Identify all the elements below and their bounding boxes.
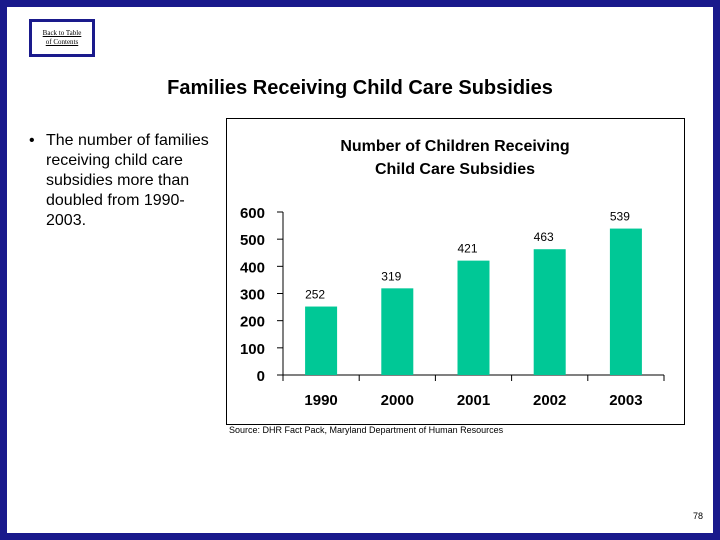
x-tick-label-2002: 2002 <box>533 392 566 409</box>
slide: Back to Table of Contents Families Recei… <box>7 7 713 533</box>
x-tick-label-1990: 1990 <box>304 392 337 409</box>
chart-container: Number of Children Receiving Child Care … <box>226 118 685 425</box>
data-label-2002: 463 <box>534 230 554 244</box>
data-label-2001: 421 <box>457 242 477 256</box>
bar-2001 <box>457 260 490 375</box>
chart-title-line1: Number of Children Receiving <box>340 138 569 155</box>
source-note: Source: DHR Fact Pack, Maryland Departme… <box>229 425 504 435</box>
plot-area: 0 100 200 300 400 500 600 252 1990 319 2000 421 2001… <box>240 205 665 409</box>
data-label-2003: 539 <box>610 210 630 224</box>
bar-chart: Number of Children Receiving Child Care … <box>240 138 665 409</box>
bullet-point: • The number of families receiving child… <box>29 131 219 231</box>
x-tick-label-2003: 2003 <box>609 392 642 409</box>
bar-1990 <box>305 306 338 375</box>
x-tick-label-2000: 2000 <box>381 392 414 409</box>
bar-2002 <box>533 249 566 375</box>
page-number: 78 <box>692 511 703 521</box>
chart-title-line2: Child Care Subsidies <box>375 161 535 178</box>
x-tick-label-2001: 2001 <box>457 392 490 409</box>
bullet-text: The number of families receiving child c… <box>46 132 209 229</box>
y-tick-label: 300 <box>240 287 265 304</box>
data-label-1990: 252 <box>305 288 325 302</box>
y-tick-label: 400 <box>240 259 265 276</box>
bar-2000 <box>381 288 414 375</box>
back-link-line2: of Contents <box>45 38 79 46</box>
bullet-marker: • <box>29 132 35 149</box>
data-label-2000: 319 <box>381 269 401 283</box>
bar-2003 <box>609 228 642 375</box>
y-tick-label: 600 <box>240 205 265 222</box>
back-to-contents-link[interactable]: Back to Table of Contents <box>29 19 95 57</box>
y-tick-label: 0 <box>257 368 265 385</box>
back-link-line1: Back to Table <box>42 29 82 37</box>
page-title: Families Receiving Child Care Subsidies <box>167 77 553 99</box>
y-tick-label: 100 <box>240 341 265 358</box>
y-tick-label: 200 <box>240 314 265 331</box>
y-tick-label: 500 <box>240 232 265 249</box>
